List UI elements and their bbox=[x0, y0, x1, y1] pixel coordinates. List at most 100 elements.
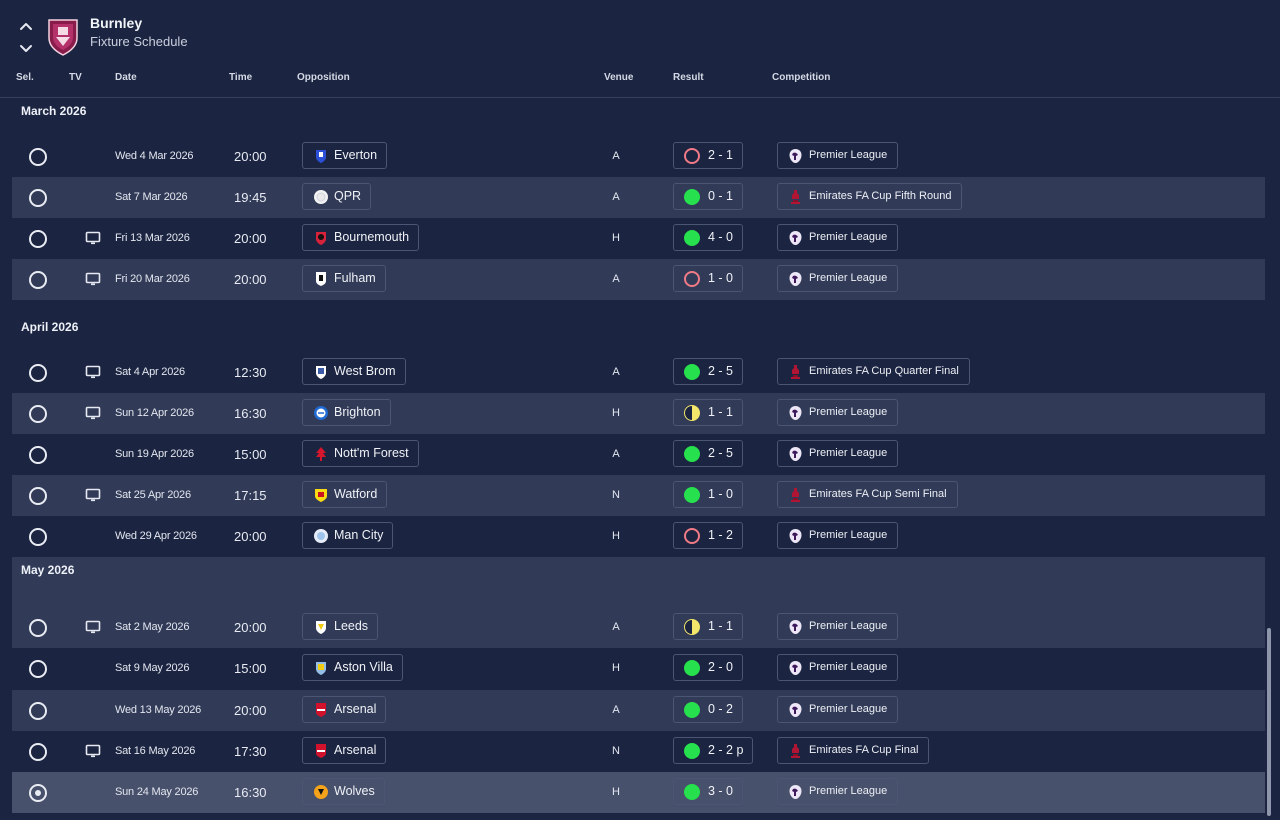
result-button[interactable]: 1 - 1 bbox=[673, 399, 744, 426]
competition-button[interactable]: Premier League bbox=[777, 522, 899, 549]
opposition-button[interactable]: Brighton bbox=[302, 399, 391, 426]
competition-button[interactable]: Emirates FA Cup Quarter Final bbox=[777, 358, 970, 385]
tv-icon bbox=[85, 488, 101, 502]
chevron-down-icon[interactable] bbox=[17, 40, 35, 58]
fixture-row[interactable]: Sun 19 Apr 2026 15:00 Nott'm Forest A 2 - 5 P… bbox=[12, 434, 1265, 475]
column-header-sel[interactable]: Sel. bbox=[16, 72, 34, 83]
fixture-venue: H bbox=[612, 407, 620, 419]
premier-league-icon bbox=[788, 405, 803, 421]
competition-button[interactable]: Premier League bbox=[777, 696, 899, 723]
competition-button[interactable]: Premier League bbox=[777, 142, 899, 169]
competition-name: Premier League bbox=[809, 406, 888, 418]
competition-name: Premier League bbox=[809, 661, 888, 673]
result-score: 0 - 1 bbox=[708, 189, 734, 203]
fixture-row[interactable]: Sat 2 May 2026 20:00 Leeds A 1 - 1 Premier Le… bbox=[12, 607, 1265, 648]
radio-selected-dot bbox=[35, 790, 41, 796]
column-header-tv[interactable]: TV bbox=[69, 72, 82, 83]
fixture-row[interactable]: Sun 12 Apr 2026 16:30 Brighton H 1 - 1 Premie… bbox=[12, 393, 1265, 434]
result-button[interactable]: 2 - 1 bbox=[673, 142, 744, 169]
select-radio[interactable] bbox=[29, 148, 47, 166]
result-button[interactable]: 0 - 2 bbox=[673, 696, 744, 723]
fixture-venue: H bbox=[612, 786, 620, 798]
select-radio[interactable] bbox=[29, 405, 47, 423]
opposition-button[interactable]: Fulham bbox=[302, 265, 386, 292]
competition-button[interactable]: Premier League bbox=[777, 224, 899, 251]
result-button[interactable]: 4 - 0 bbox=[673, 224, 744, 251]
fixture-row[interactable]: Wed 29 Apr 2026 20:00 Man City H 1 - 2 Premie… bbox=[12, 516, 1265, 557]
result-button[interactable]: 1 - 1 bbox=[673, 613, 744, 640]
fixture-venue: N bbox=[612, 745, 620, 757]
fixture-date: Sun 19 Apr 2026 bbox=[115, 448, 194, 460]
fixture-venue: A bbox=[612, 273, 620, 285]
fixture-row[interactable]: Sat 4 Apr 2026 12:30 West Brom A 2 - 5 Emirat… bbox=[12, 352, 1265, 393]
opposition-button[interactable]: Aston Villa bbox=[302, 654, 403, 681]
fixture-row[interactable]: Sat 16 May 2026 17:30 Arsenal N 2 - 2 p Emira… bbox=[12, 731, 1265, 772]
opposition-button[interactable]: Leeds bbox=[302, 613, 379, 640]
column-header-result[interactable]: Result bbox=[673, 72, 704, 83]
select-radio[interactable] bbox=[29, 271, 47, 289]
fixture-row[interactable]: Sat 9 May 2026 15:00 Aston Villa H 2 - 0 Prem… bbox=[12, 648, 1265, 689]
fixture-row[interactable]: Wed 13 May 2026 20:00 Arsenal A 0 - 2 Premier… bbox=[12, 690, 1265, 731]
fixture-row[interactable]: Wed 4 Mar 2026 20:00 Everton A 2 - 1 Premier … bbox=[12, 136, 1265, 177]
opposition-button[interactable]: Man City bbox=[302, 522, 394, 549]
premier-league-icon bbox=[788, 660, 803, 676]
arsenal-crest-icon bbox=[313, 702, 329, 718]
opposition-button[interactable]: Wolves bbox=[302, 778, 385, 805]
opposition-button[interactable]: Arsenal bbox=[302, 737, 387, 764]
competition-name: Premier League bbox=[809, 529, 888, 541]
select-radio[interactable] bbox=[29, 660, 47, 678]
competition-button[interactable]: Emirates FA Cup Fifth Round bbox=[777, 183, 963, 210]
fixture-row[interactable]: Fri 20 Mar 2026 20:00 Fulham A 1 - 0 Premier … bbox=[12, 259, 1265, 300]
select-radio[interactable] bbox=[29, 364, 47, 382]
select-radio[interactable] bbox=[29, 487, 47, 505]
select-radio[interactable] bbox=[29, 619, 47, 637]
opposition-name: Arsenal bbox=[334, 702, 377, 716]
result-button[interactable]: 1 - 0 bbox=[673, 265, 744, 292]
column-header-time[interactable]: Time bbox=[229, 72, 253, 83]
column-header-opposition[interactable]: Opposition bbox=[297, 72, 350, 83]
opposition-button[interactable]: Everton bbox=[302, 142, 388, 169]
opposition-button[interactable]: West Brom bbox=[302, 358, 406, 385]
column-header-date[interactable]: Date bbox=[115, 72, 137, 83]
competition-button[interactable]: Premier League bbox=[777, 440, 899, 467]
result-button[interactable]: 2 - 0 bbox=[673, 654, 744, 681]
result-button[interactable]: 2 - 2 p bbox=[673, 737, 754, 764]
competition-button[interactable]: Emirates FA Cup Semi Final bbox=[777, 481, 958, 508]
result-button[interactable]: 3 - 0 bbox=[673, 778, 744, 805]
competition-button[interactable]: Premier League bbox=[777, 778, 899, 805]
competition-button[interactable]: Premier League bbox=[777, 265, 899, 292]
result-button[interactable]: 0 - 1 bbox=[673, 183, 744, 210]
scrollbar-thumb[interactable] bbox=[1267, 628, 1271, 816]
result-button[interactable]: 2 - 5 bbox=[673, 358, 744, 385]
fixture-row[interactable]: Fri 13 Mar 2026 20:00 Bournemouth H 4 - 0 Pre… bbox=[12, 218, 1265, 259]
fixture-time: 12:30 bbox=[234, 365, 267, 380]
select-radio[interactable] bbox=[29, 743, 47, 761]
column-header-venue[interactable]: Venue bbox=[604, 72, 634, 83]
result-button[interactable]: 1 - 0 bbox=[673, 481, 744, 508]
opposition-button[interactable]: Nott'm Forest bbox=[302, 440, 419, 467]
competition-button[interactable]: Premier League bbox=[777, 613, 899, 640]
fa-cup-icon bbox=[788, 364, 803, 380]
result-button[interactable]: 1 - 2 bbox=[673, 522, 744, 549]
fixture-row[interactable]: Sat 25 Apr 2026 17:15 Watford N 1 - 0 Emirate… bbox=[12, 475, 1265, 516]
competition-button[interactable]: Premier League bbox=[777, 399, 899, 426]
opposition-button[interactable]: Watford bbox=[302, 481, 388, 508]
select-radio[interactable] bbox=[29, 230, 47, 248]
fixture-row[interactable]: Sun 24 May 2026 16:30 Wolves H 3 - 0 Premier … bbox=[12, 772, 1265, 813]
fixture-row[interactable]: Sat 7 Mar 2026 19:45 QPR A 0 - 1 Emirates FA … bbox=[12, 177, 1265, 218]
opposition-name: QPR bbox=[334, 189, 362, 203]
opposition-button[interactable]: QPR bbox=[302, 183, 372, 210]
opposition-button[interactable]: Bournemouth bbox=[302, 224, 420, 251]
opposition-button[interactable]: Arsenal bbox=[302, 696, 387, 723]
select-radio[interactable] bbox=[29, 446, 47, 464]
select-radio[interactable] bbox=[29, 702, 47, 720]
competition-button[interactable]: Premier League bbox=[777, 654, 899, 681]
select-radio[interactable] bbox=[29, 528, 47, 546]
select-radio[interactable] bbox=[29, 189, 47, 207]
fixture-time: 20:00 bbox=[234, 529, 267, 544]
competition-button[interactable]: Emirates FA Cup Final bbox=[777, 737, 930, 764]
result-button[interactable]: 2 - 5 bbox=[673, 440, 744, 467]
select-radio[interactable] bbox=[29, 784, 47, 802]
chevron-up-icon[interactable] bbox=[17, 18, 35, 36]
column-header-competition[interactable]: Competition bbox=[772, 72, 831, 83]
